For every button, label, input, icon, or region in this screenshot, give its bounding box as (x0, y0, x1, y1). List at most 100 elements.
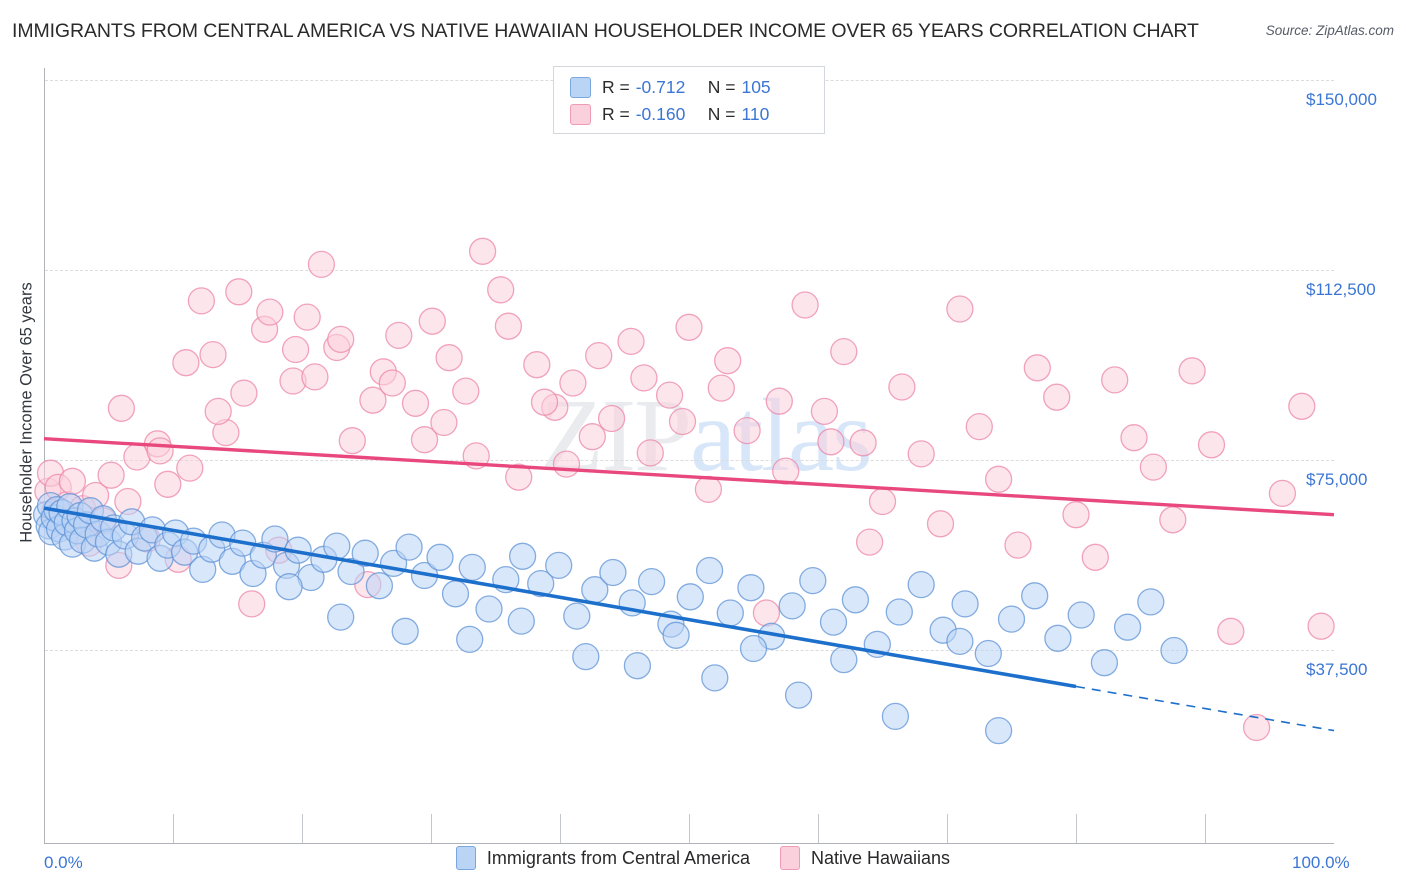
scatter-point (58, 467, 87, 495)
native-hawaiians-points (34, 237, 1335, 742)
scatter-point (668, 407, 697, 436)
series-swatch-pink-icon (570, 104, 591, 125)
legend-item-immigrants-central-america[interactable]: Immigrants from Central America (455, 846, 750, 870)
scatter-point (530, 388, 559, 416)
x-tick-mark (431, 814, 432, 843)
scatter-point (172, 349, 200, 377)
n-value-blue: 105 (741, 77, 771, 97)
scatter-point (1062, 501, 1090, 529)
scatter-point (418, 307, 446, 335)
scatter-point (435, 344, 463, 372)
r-label-pink: R = (602, 104, 630, 124)
scatter-point (1268, 479, 1297, 508)
scatter-point (1139, 453, 1168, 481)
scatter-point (494, 312, 523, 340)
scatter-point (817, 428, 845, 456)
scatter-point (1101, 366, 1129, 394)
scatter-point (458, 553, 486, 582)
scatter-point (1242, 713, 1271, 742)
scatter-point (752, 599, 781, 627)
x-tick-mark (560, 814, 561, 843)
scatter-point (984, 716, 1013, 745)
r-label-blue: R = (602, 77, 630, 97)
x-tick-mark (173, 814, 174, 843)
scatter-point (907, 440, 935, 468)
scatter-point (1159, 506, 1187, 534)
scatter-point (1021, 582, 1049, 610)
scatter-point (552, 450, 581, 478)
scatter-point (572, 642, 600, 671)
series-legend: Immigrants from Central America Native H… (0, 846, 1406, 870)
scatter-point (545, 551, 573, 580)
legend-swatch-blue-icon (455, 846, 476, 870)
scatter-point (855, 528, 884, 556)
scatter-point (1067, 601, 1095, 629)
scatter-point (475, 595, 503, 623)
scatter-point (426, 543, 454, 571)
scatter-point (784, 681, 813, 709)
scatter-point (810, 397, 839, 426)
scatter-point (676, 583, 704, 611)
trendline-immigrants-central-america-extrapolated (1075, 685, 1335, 732)
scatter-point (701, 664, 729, 692)
immigrants-central-america-points (32, 491, 1188, 745)
x-axis-max-label: 100.0% (1292, 853, 1350, 872)
scatter-point (441, 580, 470, 608)
scatter-point (907, 570, 935, 599)
scatter-point (401, 389, 430, 417)
scatter-point (997, 605, 1026, 633)
scatter-point (505, 463, 533, 491)
r-value-pink: -0.160 (635, 104, 686, 124)
scatter-point (1307, 612, 1335, 640)
scatter-point (1113, 613, 1142, 641)
scatter-point (1288, 392, 1316, 420)
scatter-point (323, 532, 351, 560)
scatter-point (599, 558, 627, 587)
scatter-point (563, 602, 591, 630)
scatter-point (636, 439, 664, 467)
scatter-point (430, 408, 458, 437)
scatter-point (637, 567, 666, 596)
y-axis-title: Householder Income Over 65 years (17, 282, 36, 543)
r-value-blue: -0.712 (635, 77, 686, 97)
x-axis-min-label: 0.0% (44, 853, 83, 872)
scatter-point (238, 590, 266, 618)
y-tick-label: $75,000 (1306, 470, 1368, 489)
scatter-point (739, 634, 768, 663)
scatter-point (819, 608, 848, 636)
scatter-point (1023, 354, 1051, 382)
scatter-point (293, 303, 321, 331)
scatter-point (841, 586, 870, 614)
scatter-point (885, 598, 913, 626)
scatter-point (1178, 357, 1206, 385)
legend-item-native-hawaiians[interactable]: Native Hawaiians (780, 846, 950, 870)
scatter-point (778, 592, 806, 620)
gridline (45, 460, 1334, 461)
scatter-point (1197, 431, 1226, 459)
stats-row-blue: R = -0.712 N = 105 (554, 74, 824, 101)
y-axis-line (44, 68, 45, 844)
scatter-point (799, 566, 827, 595)
scatter-point (487, 276, 515, 304)
stats-row-pink: R = -0.160 N = 110 (554, 101, 824, 128)
page-title: IMMIGRANTS FROM CENTRAL AMERICA VS NATIV… (12, 20, 1199, 42)
scatter-point (365, 572, 394, 600)
scatter-point (301, 363, 329, 391)
series-swatch-blue-icon (570, 77, 591, 98)
scatter-point (395, 533, 423, 561)
y-tick-label: $112,500 (1306, 280, 1376, 299)
scatter-point (849, 429, 877, 457)
scatter-point (107, 394, 136, 422)
scatter-point (327, 603, 355, 631)
x-tick-mark (302, 814, 303, 843)
scatter-point (527, 569, 555, 598)
trendline-immigrants-central-america (43, 506, 1077, 689)
scatter-point (791, 291, 819, 319)
scatter-point (888, 373, 916, 401)
scatter-point (523, 351, 551, 379)
scatter-point (714, 347, 742, 375)
scatter-point (946, 627, 974, 656)
scatter-point (351, 539, 379, 567)
scatter-point (97, 461, 125, 489)
